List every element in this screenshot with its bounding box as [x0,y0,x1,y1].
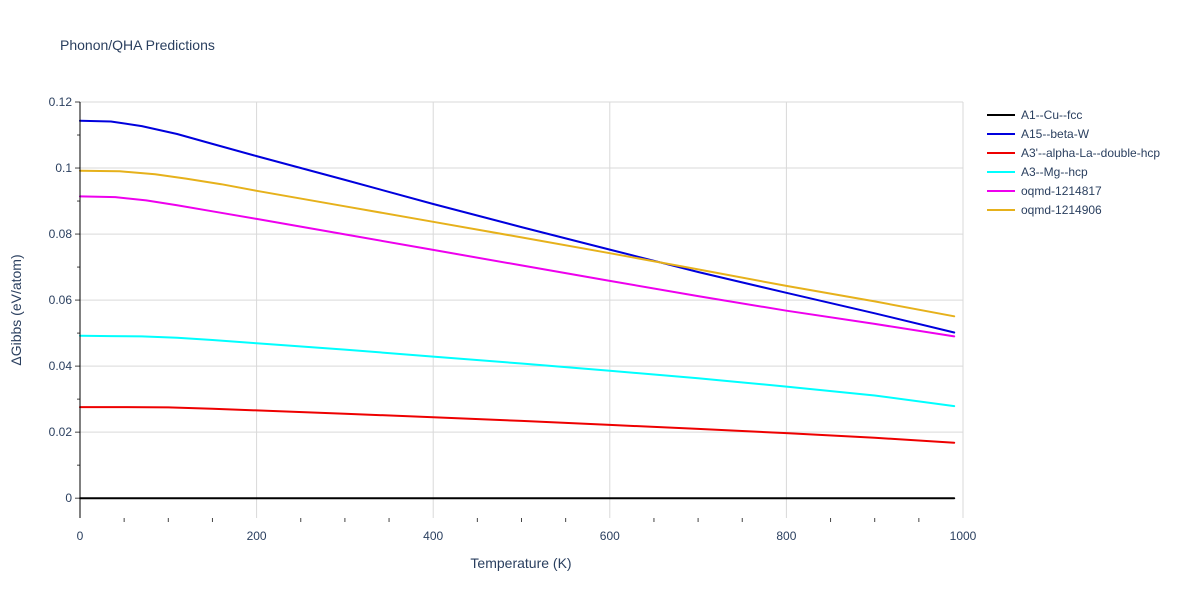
axes: 0 200 400 600 800 1000 0 0.02 0.04 0.06 0.08 0.1 0.1… [49,95,977,543]
y-tick-label: 0.06 [49,293,73,307]
legend-label: oqmd-1214817 [1021,184,1102,198]
legend-label: A15--beta-W [1021,127,1090,141]
y-tick-label: 0.04 [49,359,73,373]
y-axis-title: ΔGibbs (eV/atom) [8,254,24,365]
y-tick-label: 0 [65,491,72,505]
series-line-oqmd-1214906 [79,169,956,318]
x-tick-label: 200 [247,529,267,543]
legend-label: A3--Mg--hcp [1021,165,1088,179]
series-line-oqmd-1214817 [79,195,956,338]
x-axis-title: Temperature (K) [470,555,571,571]
x-tick-label: 800 [776,529,796,543]
chart-title: Phonon/QHA Predictions [60,37,215,53]
legend-item[interactable]: A3--Mg--hcp [987,165,1088,179]
series-line-A3--Mg--hcp [79,334,956,408]
plot-area [79,119,956,500]
x-tick-label: 400 [423,529,443,543]
legend-label: oqmd-1214906 [1021,203,1102,217]
series-line-A3'--alpha-La--double-hcp [79,406,956,444]
legend-item[interactable]: A3'--alpha-La--double-hcp [987,146,1160,160]
legend-item[interactable]: A15--beta-W [987,127,1090,141]
grid [80,101,964,518]
legend-label: A3'--alpha-La--double-hcp [1021,146,1160,160]
series-line-A15--beta-W [79,119,956,334]
x-tick-label: 1000 [950,529,977,543]
x-tick-label: 600 [600,529,620,543]
legend-item[interactable]: oqmd-1214906 [987,203,1102,217]
legend-item[interactable]: A1--Cu--fcc [987,108,1082,122]
y-tick-label: 0.08 [49,227,73,241]
x-tick-label: 0 [77,529,84,543]
y-tick-label: 0.1 [55,161,72,175]
legend-label: A1--Cu--fcc [1021,108,1082,122]
legend-item[interactable]: oqmd-1214817 [987,184,1102,198]
y-tick-label: 0.12 [49,95,73,109]
legend: A1--Cu--fcc A15--beta-W A3'--alpha-La--dou… [987,108,1160,217]
y-tick-label: 0.02 [49,425,73,439]
